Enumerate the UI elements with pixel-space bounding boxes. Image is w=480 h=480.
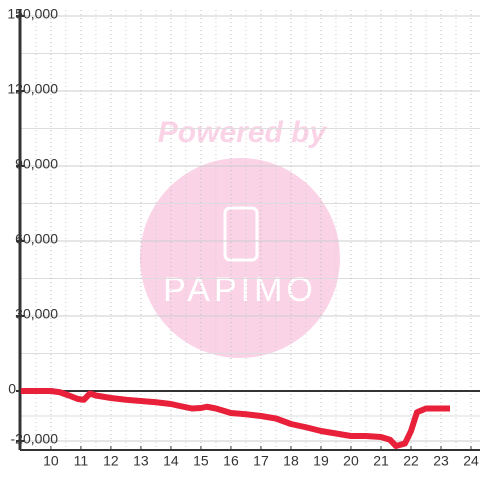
- y-tick-label: 0: [8, 381, 16, 397]
- x-tick-label: 11: [74, 453, 89, 469]
- y-tick-label: 60,000: [15, 231, 58, 247]
- x-tick-label: 16: [223, 453, 239, 469]
- x-tick-label: 17: [253, 453, 269, 469]
- watermark-logo: PAPIMO: [163, 271, 317, 309]
- y-tick-label: 150,000: [7, 6, 58, 22]
- watermark-icon: [223, 206, 259, 262]
- watermark-circle: [140, 158, 340, 358]
- y-tick-label: 90,000: [15, 156, 58, 172]
- x-tick-label: 19: [313, 453, 329, 469]
- x-tick-label: 18: [283, 453, 299, 469]
- watermark: PAPIMO Powered by: [140, 116, 340, 358]
- watermark-top: Powered by: [158, 116, 328, 149]
- x-tick-label: 13: [133, 453, 149, 469]
- x-tick-label: 24: [463, 453, 479, 469]
- x-tick-label: 22: [403, 453, 419, 469]
- x-tick-label: 10: [43, 453, 59, 469]
- x-tick-label: 14: [163, 453, 179, 469]
- x-tick-label: 23: [433, 453, 449, 469]
- x-tick-label: 21: [373, 453, 389, 469]
- x-tick-label: 12: [103, 453, 119, 469]
- x-tick-label: 20: [343, 453, 359, 469]
- line: [20, 388, 450, 449]
- x-tick-label: 15: [193, 453, 209, 469]
- y-tick-label: -20,000: [11, 431, 59, 447]
- y-tick-label: 120,000: [7, 81, 58, 97]
- y-tick-label: 30,000: [15, 306, 58, 322]
